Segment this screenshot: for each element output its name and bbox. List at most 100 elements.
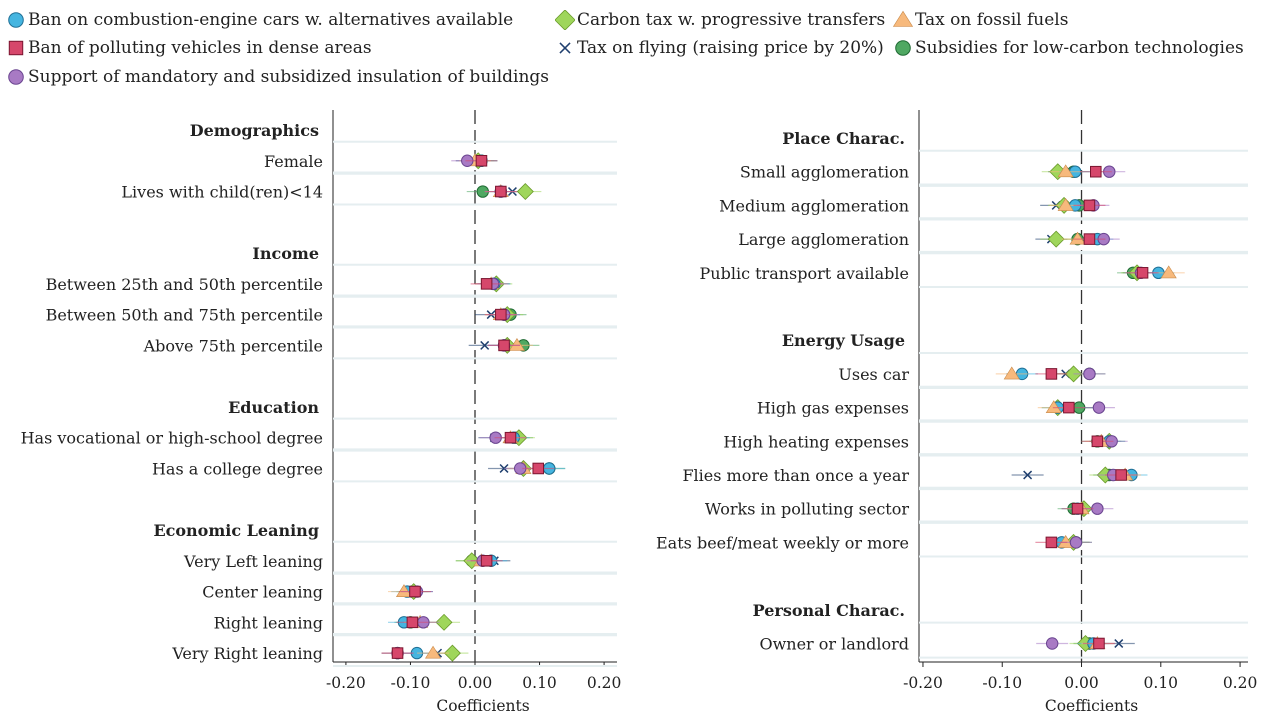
row-label: Works in polluting sector <box>705 500 909 519</box>
legend-item-subsidies: Subsidies for low-carbon technologies <box>893 38 1244 58</box>
point-fuel_tax <box>1057 198 1074 211</box>
row-points <box>1057 500 1114 518</box>
row-label: Lives with child(ren)<14 <box>121 183 323 202</box>
point-ban_polluting <box>391 647 404 659</box>
point-ban_polluting <box>1045 536 1058 549</box>
point-carbon_tax <box>435 613 453 631</box>
point-fuel_tax <box>1057 164 1074 178</box>
point-ban_polluting <box>409 585 421 598</box>
x-tick-label: -0.10 <box>391 674 431 692</box>
point-fuel_tax <box>1160 265 1177 279</box>
row-label: Medium agglomeration <box>719 196 909 215</box>
row-points <box>451 152 498 170</box>
point-ban_polluting <box>480 278 493 290</box>
row-label: Very Right leaning <box>171 644 323 663</box>
legend-item-fuel_tax: Tax on fossil fuels <box>893 10 1068 30</box>
row-points <box>1035 230 1120 248</box>
row-points <box>388 613 461 631</box>
point-ban_polluting <box>495 185 507 198</box>
point-fuel_tax <box>508 338 525 351</box>
legend-marker-ban_ice-shape <box>8 12 24 28</box>
row-points <box>381 644 469 662</box>
point-ban_polluting <box>1093 637 1105 650</box>
point-ban_polluting <box>1090 165 1102 178</box>
point-fuel_tax <box>1003 366 1020 380</box>
point-insulation <box>1092 401 1106 414</box>
row-points <box>1040 196 1110 214</box>
group-header: Income <box>252 244 319 263</box>
legend-item-flying_tax: Tax on flying (raising price by 20%) <box>555 38 884 58</box>
point-ban_polluting <box>1083 199 1096 212</box>
point-ban_polluting <box>504 431 517 444</box>
row-label: Female <box>264 152 323 171</box>
row-label: Uses car <box>838 365 909 384</box>
legend-marker-ban_ice <box>8 12 24 28</box>
x-axis-title: Coefficients <box>1045 697 1138 715</box>
row-label: Eats beef/meat weekly or more <box>656 533 909 552</box>
point-ban_polluting <box>498 339 510 352</box>
legend-label: Tax on flying (raising price by 20%) <box>577 38 884 58</box>
row-label: Large agglomeration <box>738 230 909 249</box>
group-header: Economic Leaning <box>153 521 319 540</box>
row-points <box>1037 399 1115 417</box>
group-header: Personal Charac. <box>753 601 905 620</box>
row-points <box>1011 466 1148 484</box>
legend-item-insulation: Support of mandatory and subsidized insu… <box>6 67 549 87</box>
x-tick-label: -0.10 <box>982 674 1022 692</box>
row-label: High gas expenses <box>757 399 909 418</box>
point-ban_polluting <box>1045 368 1058 380</box>
x-tick-label: 0.10 <box>522 674 557 692</box>
point-ban_polluting <box>1083 233 1096 245</box>
x-axis-title: Coefficients <box>436 697 529 715</box>
group-header: Energy Usage <box>782 331 905 350</box>
panel-2: -0.20 -0.10 0.00 0.10 0.20 Coefficients Place … <box>656 110 1257 715</box>
legend-label: Ban on combustion-engine cars w. alterna… <box>28 10 514 30</box>
point-flying_tax <box>499 463 509 473</box>
row-label: Between 50th and 75th percentile <box>46 306 323 325</box>
point-carbon_tax <box>1047 230 1065 248</box>
point-fuel_tax <box>1069 231 1086 245</box>
legend-marker-fuel_tax <box>893 10 913 27</box>
point-ban_polluting <box>532 462 545 475</box>
point-ban_polluting <box>1063 401 1075 414</box>
group-header: Place Charac. <box>782 129 905 148</box>
row-label: Between 25th and 50th percentile <box>46 275 323 294</box>
point-flying_tax <box>480 340 490 350</box>
row-points <box>475 306 527 324</box>
point-flying_tax <box>1023 470 1033 480</box>
legend-marker-ban_polluting-shape <box>8 40 24 56</box>
x-tick-label: 0.00 <box>1064 674 1099 692</box>
point-fuel_tax <box>1045 400 1062 414</box>
row-points <box>455 552 511 570</box>
row-label: Above 75th percentile <box>143 336 323 355</box>
legend-item-ban_polluting: Ban of polluting vehicles in dense areas <box>6 38 372 58</box>
row-points <box>388 583 433 601</box>
row-points <box>995 365 1106 383</box>
legend-label: Tax on fossil fuels <box>915 10 1069 30</box>
row-points <box>1035 533 1092 551</box>
row-label: Small agglomeration <box>740 163 909 182</box>
group-header: Demographics <box>190 121 319 140</box>
legend-marker-flying_tax-shape <box>559 42 571 54</box>
legend-marker-fuel_tax-shape <box>893 10 913 27</box>
x-tick-label: 0.10 <box>1144 674 1179 692</box>
legend-marker-carbon_tax-shape <box>555 10 575 30</box>
row-points <box>488 459 566 477</box>
legend-label: Subsidies for low-carbon technologies <box>915 38 1244 58</box>
point-insulation <box>1045 637 1059 650</box>
row-points <box>1041 163 1126 181</box>
row-points <box>1117 264 1185 282</box>
point-flying_tax <box>1114 639 1124 648</box>
legend-marker-subsidies <box>895 40 911 56</box>
legend-marker-subsidies-shape <box>895 40 911 56</box>
panel-1: -0.20 -0.10 0.00 0.10 0.20 Coefficients Demogr… <box>21 110 621 715</box>
x-tick-label: -0.20 <box>903 674 943 692</box>
point-ban_polluting <box>480 555 493 567</box>
x-tick-label: -0.20 <box>326 674 366 692</box>
row-label: Very Left leaning <box>183 552 323 571</box>
point-insulation <box>1069 536 1083 549</box>
point-ban_polluting <box>406 616 419 629</box>
point-carbon_tax <box>443 644 461 662</box>
point-ban_polluting <box>1091 435 1104 448</box>
row-label: Has vocational or high-school degree <box>21 429 323 448</box>
